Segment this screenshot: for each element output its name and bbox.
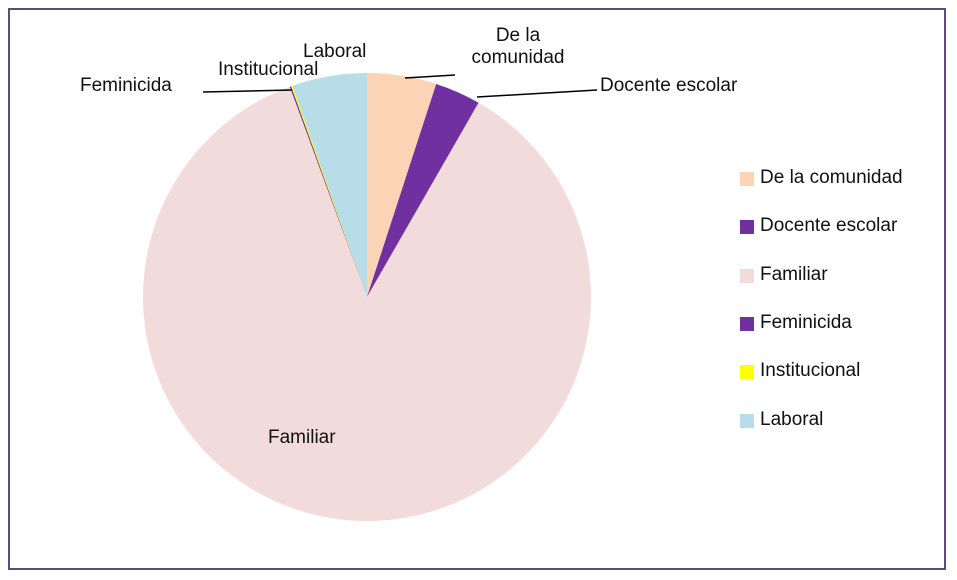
pie-slice <box>143 86 592 521</box>
legend-swatch <box>740 413 754 428</box>
legend-label: Familiar <box>760 263 828 285</box>
data-label: Institucional <box>218 59 319 80</box>
pie-slice <box>289 86 367 297</box>
pie-slice <box>367 83 479 297</box>
leader-line <box>404 74 456 79</box>
legend-swatch <box>740 365 754 380</box>
data-label: Feminicida <box>80 75 172 96</box>
legend-swatch <box>740 316 754 331</box>
legend-label: Docente escolar <box>760 215 898 237</box>
legend-label: Institucional <box>760 360 861 382</box>
legend-swatch <box>740 268 754 283</box>
data-label: Laboral <box>303 41 367 62</box>
data-label: Docente escolar <box>600 75 738 96</box>
chart-frame <box>8 8 946 570</box>
pie-slice <box>291 85 367 298</box>
legend-label: De la comunidad <box>760 167 903 188</box>
legend-label: Feminicida <box>760 311 852 333</box>
leader-line <box>476 89 598 98</box>
legend-label: Laboral <box>760 408 824 430</box>
legend-swatch <box>740 220 754 235</box>
pie-slice <box>367 73 437 297</box>
data-label: De la comunidad <box>471 25 565 68</box>
pie-slice <box>292 73 367 297</box>
data-label: Familiar <box>268 427 336 448</box>
legend-swatch <box>740 172 754 186</box>
leader-line <box>202 89 293 93</box>
